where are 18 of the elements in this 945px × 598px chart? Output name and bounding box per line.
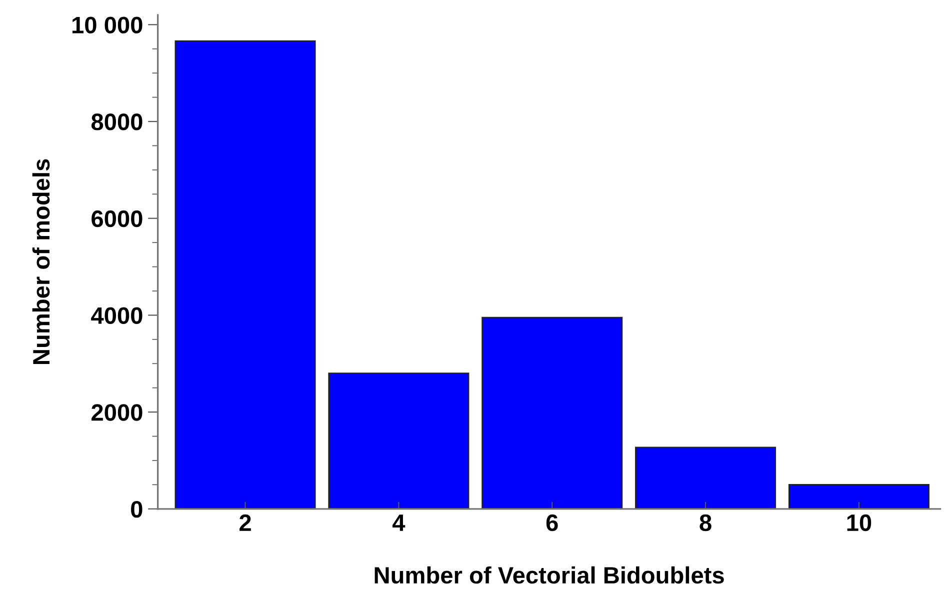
x-tick-label: 4 [392, 514, 406, 531]
y-tick-label: 10 000 [72, 16, 142, 34]
bar [328, 372, 470, 509]
x-tick-label: 6 [546, 514, 558, 532]
y-tick-label: 8000 [91, 114, 142, 130]
bar [482, 316, 623, 509]
y-tick-label: 0 [131, 500, 142, 518]
x-tick-label: 8 [700, 514, 712, 532]
bar [635, 446, 776, 509]
y-tick-label: 6000 [92, 210, 142, 228]
x-tick-label: 2 [240, 514, 251, 531]
x-axis-title: Number of Vectorial Bidoublets [374, 566, 724, 584]
x-tick-label: 10 [847, 514, 872, 532]
y-tick-label: 2000 [92, 404, 142, 421]
y-tick-label: 4000 [91, 307, 142, 324]
y-axis-title: Number of models [32, 159, 50, 364]
bar [788, 484, 930, 509]
bar [174, 40, 316, 509]
